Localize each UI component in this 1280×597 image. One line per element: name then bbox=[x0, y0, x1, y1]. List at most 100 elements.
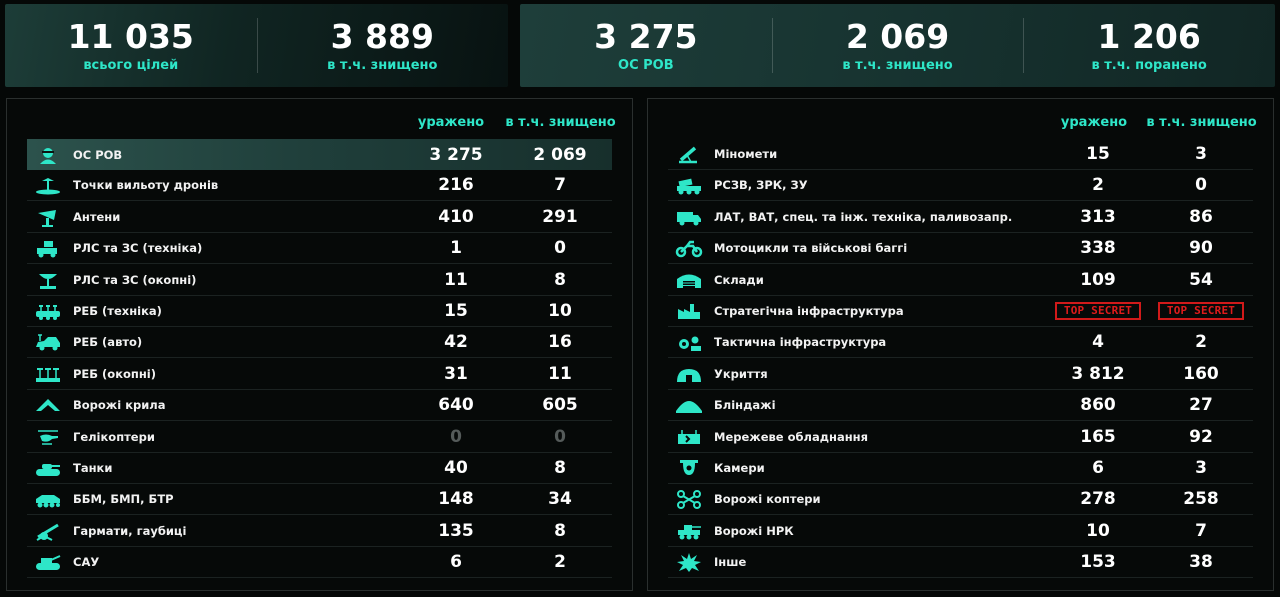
gears-icon bbox=[670, 331, 708, 353]
row-label: Стратегічна інфраструктура bbox=[714, 304, 904, 318]
table-row: Склади 109 54 bbox=[668, 265, 1253, 296]
col-hit-header: уражено bbox=[417, 115, 485, 130]
summary-left: 11 035 всього цілей 3 889 в т.ч. знищено bbox=[5, 4, 508, 87]
col-hit-header: уражено bbox=[1060, 115, 1128, 130]
summary-personnel-wounded-label: в т.ч. поранено bbox=[1091, 58, 1207, 73]
motorcycle-icon bbox=[670, 237, 708, 259]
summary-personnel-wounded: 1 206 в т.ч. поранено bbox=[1023, 4, 1275, 87]
summary-personnel-wounded-value: 1 206 bbox=[1097, 17, 1201, 56]
top-secret-stamp: TOP SECRET bbox=[1158, 302, 1244, 320]
row-label: Міномети bbox=[714, 147, 778, 161]
row-label: Гелікоптери bbox=[73, 429, 155, 444]
row-label: РЕБ (окопні) bbox=[73, 366, 157, 381]
hit-count: 3 275 bbox=[429, 144, 483, 165]
row-label: Тактична інфраструктура bbox=[714, 335, 887, 350]
hit-count: 640 bbox=[438, 395, 474, 416]
camera-icon bbox=[670, 457, 708, 479]
row-label: Танки bbox=[73, 461, 113, 475]
ugv-icon bbox=[670, 520, 708, 542]
table-row: Міномети 15 3 bbox=[668, 139, 1253, 170]
hit-count: 6 bbox=[1092, 458, 1104, 478]
mlrs-icon bbox=[670, 174, 708, 196]
truck-icon bbox=[670, 206, 708, 228]
drone-launch-icon bbox=[29, 174, 67, 196]
destroyed-count: 8 bbox=[554, 269, 566, 290]
destroyed-count: 11 bbox=[548, 363, 572, 384]
enemy-wings-icon bbox=[29, 394, 67, 416]
table-row: Стратегічна інфраструктура TOP SECRET TOP … bbox=[668, 296, 1253, 327]
destroyed-count: 160 bbox=[1183, 363, 1219, 384]
row-label: Гармати, гаубиці bbox=[73, 523, 187, 538]
ew-car-icon bbox=[29, 331, 67, 353]
hit-count: 313 bbox=[1080, 206, 1116, 227]
table-row: Гармати, гаубиці 135 8 bbox=[27, 516, 612, 547]
destroyed-count: 3 bbox=[1195, 458, 1207, 478]
destroyed-count: 605 bbox=[542, 395, 578, 416]
summary-personnel-killed-value: 2 069 bbox=[845, 17, 950, 56]
row-label: РЛС та ЗС (окопні) bbox=[73, 272, 197, 287]
row-label: ББМ, БМП, БТР bbox=[73, 492, 174, 507]
destroyed-count: 27 bbox=[1189, 395, 1213, 416]
table-row: Бліндажі 860 27 bbox=[668, 390, 1253, 422]
destroyed-count: 0 bbox=[1195, 175, 1207, 196]
hit-count: 148 bbox=[438, 489, 474, 510]
howitzer-icon bbox=[29, 520, 67, 542]
table-row: Точки вильоту дронів 216 7 bbox=[27, 170, 612, 202]
table-row: РЕБ (техніка) 15 10 bbox=[27, 296, 612, 327]
row-label: Ворожі крила bbox=[73, 398, 166, 413]
table-row: Ворожі НРК 10 7 bbox=[668, 516, 1253, 547]
sau-icon bbox=[29, 551, 67, 573]
warehouse-icon bbox=[670, 269, 708, 291]
radar-vehicle-icon bbox=[29, 237, 67, 259]
ew-vehicle-icon bbox=[29, 300, 67, 322]
table-row: САУ 6 2 bbox=[27, 547, 612, 579]
hit-count: 1 bbox=[450, 238, 462, 259]
destroyed-count: 2 bbox=[1195, 332, 1207, 353]
hit-count: 135 bbox=[438, 520, 474, 541]
destroyed-count: 8 bbox=[554, 458, 566, 478]
hit-count: 2 bbox=[1092, 175, 1104, 196]
col-destroyed-header: в т.ч. знищено bbox=[1146, 115, 1257, 130]
helicopter-icon bbox=[29, 426, 67, 448]
table-row: Антени 410 291 bbox=[27, 202, 612, 233]
table-row: Укриття 3 812 160 bbox=[668, 359, 1253, 390]
destroyed-count: 10 bbox=[548, 301, 572, 321]
row-label: Укриття bbox=[714, 366, 768, 381]
destroyed-count: 258 bbox=[1183, 489, 1219, 510]
hit-count: 278 bbox=[1080, 489, 1116, 510]
table-row: Тактична інфраструктура 4 2 bbox=[668, 327, 1253, 359]
destroyed-count: 2 069 bbox=[533, 144, 587, 165]
hit-count: 15 bbox=[1086, 144, 1110, 164]
table-row: Мережеве обладнання 165 92 bbox=[668, 422, 1253, 453]
col-destroyed-header: в т.ч. знищено bbox=[505, 115, 616, 130]
destroyed-count: 92 bbox=[1189, 426, 1213, 447]
destroyed-count: 90 bbox=[1189, 238, 1213, 259]
table-row: Гелікоптери 0 0 bbox=[27, 422, 612, 453]
table-row: Ворожі коптери 278 258 bbox=[668, 484, 1253, 516]
table-row: ОС РОВ 3 275 2 069 bbox=[27, 139, 612, 170]
destroyed-count: 2 bbox=[554, 552, 566, 573]
summary-personnel-killed-label: в т.ч. знищено bbox=[842, 58, 953, 73]
summary-destroyed-value: 3 889 bbox=[330, 17, 434, 56]
hit-count: 42 bbox=[444, 332, 468, 353]
row-label: САУ bbox=[73, 555, 100, 570]
destroyed-count: 54 bbox=[1189, 269, 1213, 290]
table-row: РЕБ (окопні) 31 11 bbox=[27, 359, 612, 390]
destroyed-count: 291 bbox=[542, 206, 578, 227]
soldier-icon bbox=[29, 144, 67, 166]
top-secret-stamp: TOP SECRET bbox=[1055, 302, 1141, 320]
summary-personnel-label: ОС РОВ bbox=[618, 58, 674, 73]
table-row: Камери 6 3 bbox=[668, 453, 1253, 484]
row-label: Точки вильоту дронів bbox=[73, 178, 219, 193]
radar-trench-icon bbox=[29, 269, 67, 291]
row-label: ОС РОВ bbox=[73, 147, 123, 162]
table-row: РСЗВ, ЗРК, ЗУ 2 0 bbox=[668, 170, 1253, 202]
network-icon bbox=[670, 426, 708, 448]
hit-count: 3 812 bbox=[1071, 363, 1125, 384]
hit-count: 31 bbox=[444, 363, 468, 384]
table-row: РЛС та ЗС (техніка) 1 0 bbox=[27, 233, 612, 265]
dugout-icon bbox=[670, 394, 708, 416]
row-label: Ворожі НРК bbox=[714, 523, 794, 538]
mortar-icon bbox=[670, 143, 708, 165]
hit-count: 4 bbox=[1092, 332, 1104, 353]
